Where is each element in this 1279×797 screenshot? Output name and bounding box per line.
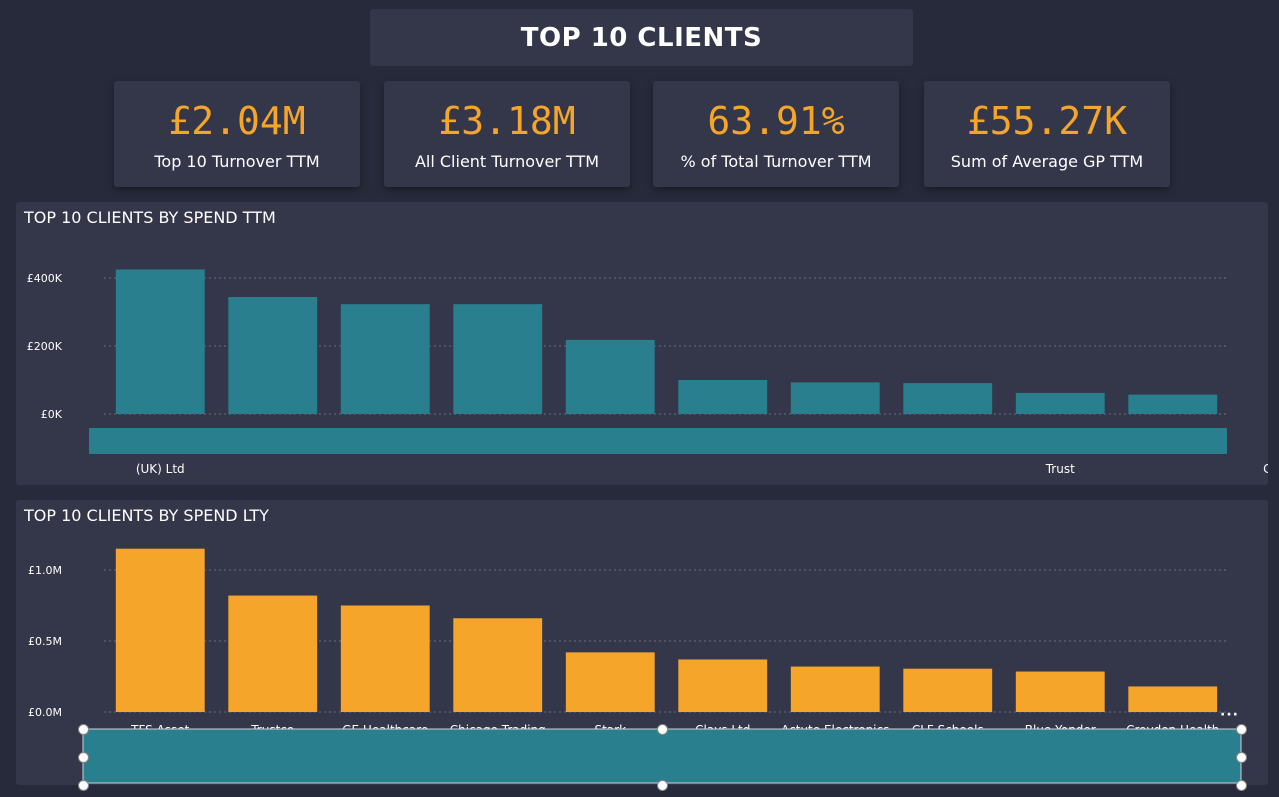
kpi-value: £2.04M bbox=[168, 99, 306, 143]
chart-spend-ttm: £0K £200K £400K (UK) Ltd Trust Council bbox=[27, 269, 1268, 476]
chart-title: TOP 10 CLIENTS BY SPEND LTY bbox=[24, 506, 269, 525]
more-options-icon[interactable]: ··· bbox=[1220, 707, 1239, 723]
y-tick-label: £0K bbox=[41, 408, 63, 421]
resize-handle-top[interactable] bbox=[657, 724, 668, 735]
kpi-card-average-gp[interactable]: £55.27K Sum of Average GP TTM bbox=[924, 81, 1170, 187]
resize-handle-bottom-right[interactable] bbox=[1236, 780, 1247, 791]
chart-panel-spend-lty[interactable]: TOP 10 CLIENTS BY SPEND LTY £0.0M £0.5M £1… bbox=[16, 500, 1268, 785]
kpi-label: Sum of Average GP TTM bbox=[950, 152, 1144, 171]
page-title: TOP 10 CLIENTS bbox=[370, 9, 913, 66]
bar bbox=[1015, 671, 1105, 712]
x-tick-label: Council bbox=[1263, 462, 1268, 476]
kpi-label: All Client Turnover TTM bbox=[414, 152, 600, 171]
bar bbox=[1128, 686, 1218, 712]
y-tick-label: £0.5M bbox=[28, 635, 62, 648]
bar bbox=[790, 666, 880, 712]
bar bbox=[228, 595, 318, 712]
chart-title: TOP 10 CLIENTS BY SPEND TTM bbox=[24, 208, 276, 227]
scroll-bar bbox=[89, 428, 1227, 454]
bar bbox=[228, 297, 318, 414]
bar bbox=[115, 269, 205, 414]
kpi-label: % of Total Turnover TTM bbox=[680, 152, 872, 171]
scroll-bar bbox=[83, 729, 1241, 783]
bar bbox=[115, 548, 205, 712]
resize-handle-bottom[interactable] bbox=[657, 780, 668, 791]
y-tick-label: £200K bbox=[27, 340, 63, 353]
bar bbox=[790, 382, 880, 414]
bar bbox=[453, 304, 543, 414]
chart-panel-spend-ttm[interactable]: TOP 10 CLIENTS BY SPEND TTM £0K £200K £400… bbox=[16, 202, 1268, 485]
bar bbox=[903, 668, 993, 712]
kpi-label: Top 10 Turnover TTM bbox=[154, 152, 320, 171]
bar bbox=[678, 659, 768, 712]
x-tick-label: (UK) Ltd bbox=[136, 462, 185, 476]
kpi-card-top10-turnover[interactable]: £2.04M Top 10 Turnover TTM bbox=[114, 81, 360, 187]
resize-handle-top-right[interactable] bbox=[1236, 724, 1247, 735]
resize-handle-top-left[interactable] bbox=[78, 724, 89, 735]
bar bbox=[1015, 392, 1105, 414]
kpi-card-percent-total[interactable]: 63.91% % of Total Turnover TTM bbox=[653, 81, 899, 187]
kpi-card-all-client-turnover[interactable]: £3.18M All Client Turnover TTM bbox=[384, 81, 630, 187]
kpi-value: £55.27K bbox=[966, 99, 1128, 143]
bar bbox=[565, 339, 655, 414]
bar bbox=[1128, 394, 1218, 414]
kpi-value: 63.91% bbox=[707, 99, 845, 143]
bar bbox=[453, 618, 543, 712]
bar bbox=[903, 383, 993, 414]
y-tick-label: £0.0M bbox=[28, 706, 62, 719]
resize-handle-left[interactable] bbox=[78, 752, 89, 763]
chart-spend-lty: £0.0M£0.5M£1.0MTFS AssetTrustcoGE Health… bbox=[28, 548, 1242, 784]
kpi-value: £3.18M bbox=[438, 99, 576, 143]
resize-handle-right[interactable] bbox=[1236, 752, 1247, 763]
bar bbox=[678, 380, 768, 414]
bar bbox=[340, 304, 430, 414]
bar bbox=[340, 605, 430, 712]
x-tick-label: Trust bbox=[1045, 462, 1075, 476]
bar bbox=[565, 652, 655, 712]
y-tick-label: £400K bbox=[27, 272, 63, 285]
y-tick-label: £1.0M bbox=[28, 564, 62, 577]
resize-handle-bottom-left[interactable] bbox=[78, 780, 89, 791]
